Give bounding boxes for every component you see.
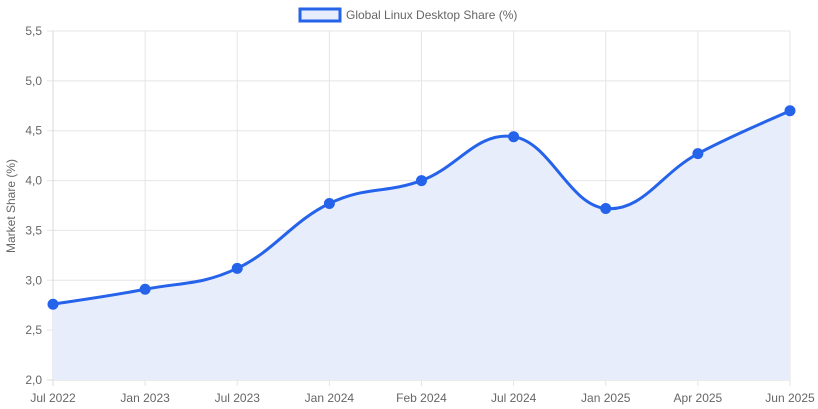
x-tick-label: Jun 2025 (765, 391, 815, 405)
y-tick-label: 4,5 (25, 124, 42, 138)
data-point[interactable] (416, 175, 427, 187)
data-points-layer (47, 105, 796, 310)
y-tick-label: 2,0 (25, 373, 42, 387)
data-point[interactable] (47, 298, 59, 310)
y-tick-label: 2,5 (25, 323, 42, 337)
x-tick-label: Jul 2024 (491, 391, 537, 405)
y-tick-label: 3,5 (25, 223, 42, 237)
x-tick-label: Apr 2025 (674, 391, 723, 405)
y-tick-label: 4,0 (25, 174, 42, 188)
x-tick-label: Jul 2023 (215, 391, 261, 405)
x-tick-label: Feb 2024 (396, 391, 447, 405)
series-line-layer (52, 109, 791, 306)
data-point[interactable] (692, 148, 704, 160)
data-point[interactable] (508, 131, 520, 143)
data-point[interactable] (231, 262, 243, 274)
x-tick-label: Jan 2024 (305, 391, 355, 405)
y-tick-label: 3,0 (25, 273, 42, 287)
data-point[interactable] (600, 202, 612, 214)
y-tick-label: 5,0 (25, 74, 42, 88)
x-axis-ticks: Jul 2022 Jan 2023 Jul 2023 Jan 2024 Feb 2024… (30, 391, 815, 405)
series-line (52, 109, 791, 306)
y-tick-label: 5,5 (25, 24, 42, 38)
series-area (53, 110, 790, 381)
data-point[interactable] (139, 283, 151, 295)
y-axis-title: Market Share (%) (4, 159, 18, 253)
data-point[interactable] (323, 198, 335, 210)
y-axis-ticks: 2,0 2,5 3,0 3,5 4,0 4,5 5,0 5,5 (25, 24, 42, 387)
legend-label: Global Linux Desktop Share (%) (346, 8, 517, 22)
legend-swatch[interactable] (298, 7, 342, 23)
x-tick-label: Jan 2025 (581, 391, 631, 405)
x-tick-label: Jan 2023 (120, 391, 170, 405)
area-fill-layer (53, 110, 790, 381)
x-tick-label: Jul 2022 (30, 391, 76, 405)
legend[interactable]: Global Linux Desktop Share (%) (298, 7, 517, 23)
data-point[interactable] (784, 105, 796, 117)
